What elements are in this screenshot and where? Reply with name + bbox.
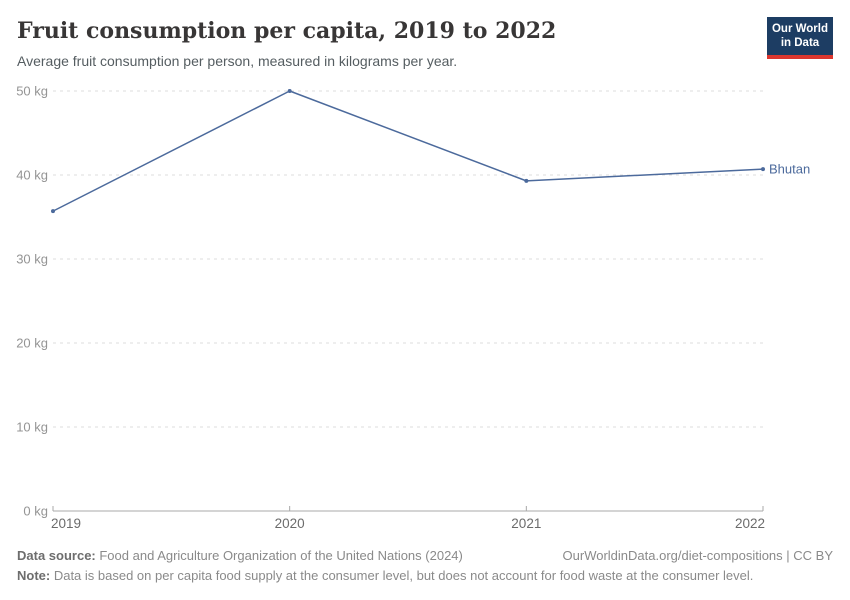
data-point[interactable] xyxy=(287,89,292,93)
data-point[interactable] xyxy=(51,209,55,214)
owid-logo-line1: Our World xyxy=(771,23,828,35)
y-tick-label: 50 kg xyxy=(16,84,48,99)
data-point[interactable] xyxy=(761,167,765,172)
y-tick-label: 20 kg xyxy=(16,336,48,351)
series-line-bhutan[interactable] xyxy=(52,90,764,212)
chart-footer: Data source: Food and Agriculture Organi… xyxy=(17,546,833,586)
y-tick-label: 40 kg xyxy=(16,168,48,183)
data-source-label: Data source: xyxy=(17,548,96,563)
y-tick-label: 0 kg xyxy=(23,504,48,519)
x-tick-label[interactable]: 2022 xyxy=(735,516,765,531)
line-chart-svg: 0 kg 10 kg 20 kg 30 kg 40 kg 50 kg 2019 2020 202… xyxy=(16,84,810,532)
series-end-label[interactable]: Bhutan xyxy=(769,162,810,177)
x-tick-label[interactable]: 2021 xyxy=(511,516,541,531)
chart-subtitle: Average fruit consumption per person, me… xyxy=(17,53,458,70)
data-source-text: Data source: Food and Agriculture Organi… xyxy=(17,548,463,563)
x-tick-label[interactable]: 2019 xyxy=(51,516,81,531)
note-label: Note: xyxy=(17,568,51,584)
data-point[interactable] xyxy=(524,178,529,183)
page-title: Fruit consumption per capita, 2019 to 20… xyxy=(17,18,557,44)
line-chart: 0 kg 10 kg 20 kg 30 kg 40 kg 50 kg 2019 2020 202… xyxy=(0,80,850,540)
owid-logo[interactable]: Our World in Data xyxy=(767,17,833,59)
x-tick-label[interactable]: 2020 xyxy=(275,516,305,531)
footer-note-row: Note: Data is based on per capita food s… xyxy=(17,568,754,584)
y-tick-label: 30 kg xyxy=(16,252,48,267)
owid-url-link[interactable]: OurWorldinData.org/diet-compositions | C… xyxy=(562,548,833,563)
y-tick-label: 10 kg xyxy=(16,420,48,435)
footer-sources-row: Data source: Food and Agriculture Organi… xyxy=(17,546,833,566)
chart-header: Fruit consumption per capita, 2019 to 20… xyxy=(0,0,850,71)
owid-logo-line2: in Data xyxy=(780,37,820,50)
